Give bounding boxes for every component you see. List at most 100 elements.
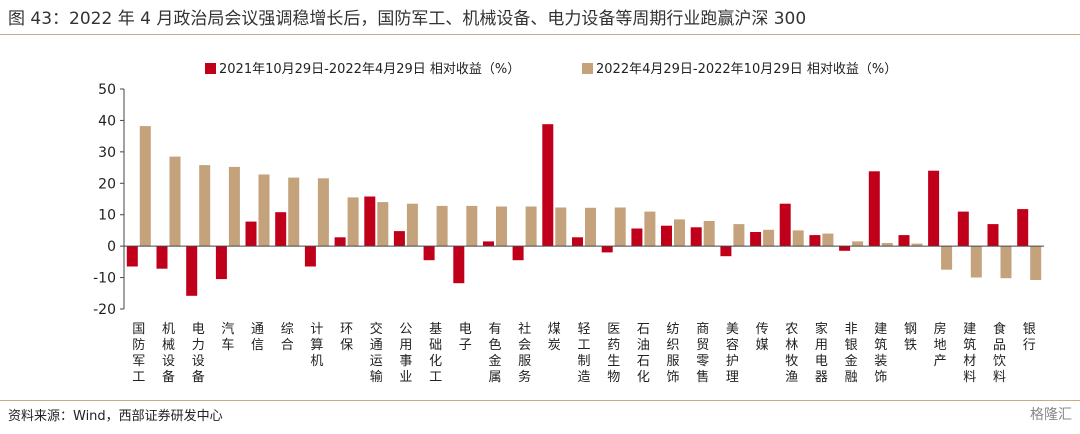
bar-series-2: [1000, 246, 1012, 279]
bar-series-2: [436, 205, 448, 247]
category-label: 电力设备: [192, 322, 205, 385]
bar-series-1: [364, 196, 376, 247]
legend-swatch-series-1: [205, 63, 216, 74]
category-label: 钢铁: [904, 322, 917, 353]
bar-series-1: [393, 231, 405, 247]
bar-series-2: [139, 126, 151, 247]
bar-series-1: [631, 228, 643, 247]
category-label: 社会服务: [518, 321, 531, 385]
bar-series-2: [258, 174, 270, 247]
bar-series-1: [720, 246, 732, 257]
bar-series-2: [941, 246, 953, 270]
category-label: 有色金属: [488, 322, 501, 385]
category-label: 银行: [1023, 322, 1036, 353]
bar-series-1: [334, 237, 346, 247]
category-label: 农林牧渔: [785, 322, 798, 385]
y-tick-label: -10: [93, 271, 116, 287]
legend: 2021年10月29日-2022年4月29日 相对收益（%） 2022年4月29…: [205, 62, 897, 77]
bar-series-1: [542, 124, 554, 247]
legend-label-series-2: 2022年4月29日-2022年10月29日 相对收益（%）: [596, 62, 897, 77]
category-label: 纺织服饰: [666, 322, 679, 385]
bar-series-2: [288, 177, 300, 247]
bar-series-2: [585, 207, 596, 247]
category-label: 美容护理: [726, 322, 739, 385]
category-label: 轻工制造: [577, 322, 590, 385]
category-label: 国防军工: [132, 322, 145, 385]
watermark-logo: 格隆汇: [1030, 407, 1072, 423]
y-tick-label: 20: [98, 176, 116, 192]
y-tick-label: 50: [98, 82, 116, 98]
bar-series-2: [199, 165, 211, 247]
bar-series-2: [525, 206, 537, 247]
bar-series-1: [987, 224, 999, 247]
bar-series-2: [406, 203, 418, 247]
bar-series-2: [347, 197, 359, 247]
category-label: 汽车: [221, 322, 234, 353]
bar-series-2: [733, 224, 745, 247]
bar-series-1: [483, 241, 494, 247]
bar-series-2: [852, 241, 864, 247]
y-tick-label: -20: [93, 302, 116, 318]
bar-series-1: [839, 246, 851, 251]
category-label: 计算机: [310, 322, 323, 369]
bar-series-1: [868, 171, 880, 247]
bar-series-2: [644, 211, 656, 247]
bars: [126, 124, 1042, 296]
category-label: 建筑装饰: [874, 322, 887, 385]
bar-series-1: [572, 237, 583, 247]
bar-series-1: [1017, 209, 1029, 247]
bottom-divider: [0, 400, 1080, 401]
bar-series-1: [126, 246, 138, 267]
category-label: 基础化工: [429, 322, 442, 385]
bar-series-2: [169, 156, 181, 247]
bar-series-2: [763, 229, 775, 247]
bar-series-1: [898, 235, 910, 247]
bar-series-2: [703, 221, 715, 247]
bar-series-1: [601, 246, 613, 253]
bar-series-1: [275, 212, 287, 247]
y-tick-label: 10: [98, 208, 116, 224]
bar-series-2: [674, 219, 685, 247]
bar-chart: 2021年10月29日-2022年4月29日 相对收益（%） 2022年4月29…: [93, 62, 1044, 385]
bar-series-1: [809, 235, 821, 247]
category-label: 食品饮料: [993, 321, 1006, 385]
chart-title: 图 43：2022 年 4 月政治局会议强调稳增长后，国防军工、机械设备、电力设…: [8, 9, 807, 29]
y-tick-label: 0: [107, 239, 116, 255]
category-label: 建筑材料: [963, 322, 976, 385]
bar-series-1: [750, 232, 762, 247]
bar-series-2: [555, 207, 567, 247]
bar-series-2: [377, 202, 389, 247]
bar-series-1: [215, 246, 227, 280]
bar-series-2: [614, 207, 626, 247]
bar-series-2: [228, 166, 240, 247]
category-label: 通信: [251, 322, 264, 353]
category-label: 煤炭: [548, 322, 561, 353]
bar-series-2: [881, 243, 893, 247]
category-label: 电子: [459, 322, 472, 353]
category-label: 石油石化: [637, 322, 650, 385]
bar-series-2: [1030, 246, 1042, 280]
category-label: 非银金融: [845, 322, 858, 385]
legend-label-series-1: 2021年10月29日-2022年4月29日 相对收益（%）: [219, 62, 520, 77]
bar-series-2: [466, 205, 478, 247]
bar-series-1: [453, 246, 465, 284]
category-label: 机械设备: [162, 322, 175, 385]
bar-series-1: [423, 246, 435, 261]
y-tick-label: 40: [98, 113, 116, 129]
legend-swatch-series-2: [582, 63, 593, 74]
bar-series-1: [245, 221, 257, 247]
bar-series-2: [970, 246, 982, 278]
bar-series-1: [156, 246, 168, 269]
category-label: 环保: [340, 322, 353, 353]
category-label: 综合: [281, 322, 294, 353]
top-divider: [0, 34, 1080, 35]
bar-series-2: [317, 178, 329, 247]
bar-series-1: [690, 227, 702, 247]
bar-series-2: [792, 230, 804, 247]
y-axis: 50 40 30 20 10 0 -10 -20: [93, 82, 125, 318]
y-tick-label: 30: [98, 145, 116, 161]
bar-series-1: [186, 246, 198, 296]
category-label: 传媒: [756, 322, 769, 353]
category-label: 医药生物: [607, 322, 620, 385]
